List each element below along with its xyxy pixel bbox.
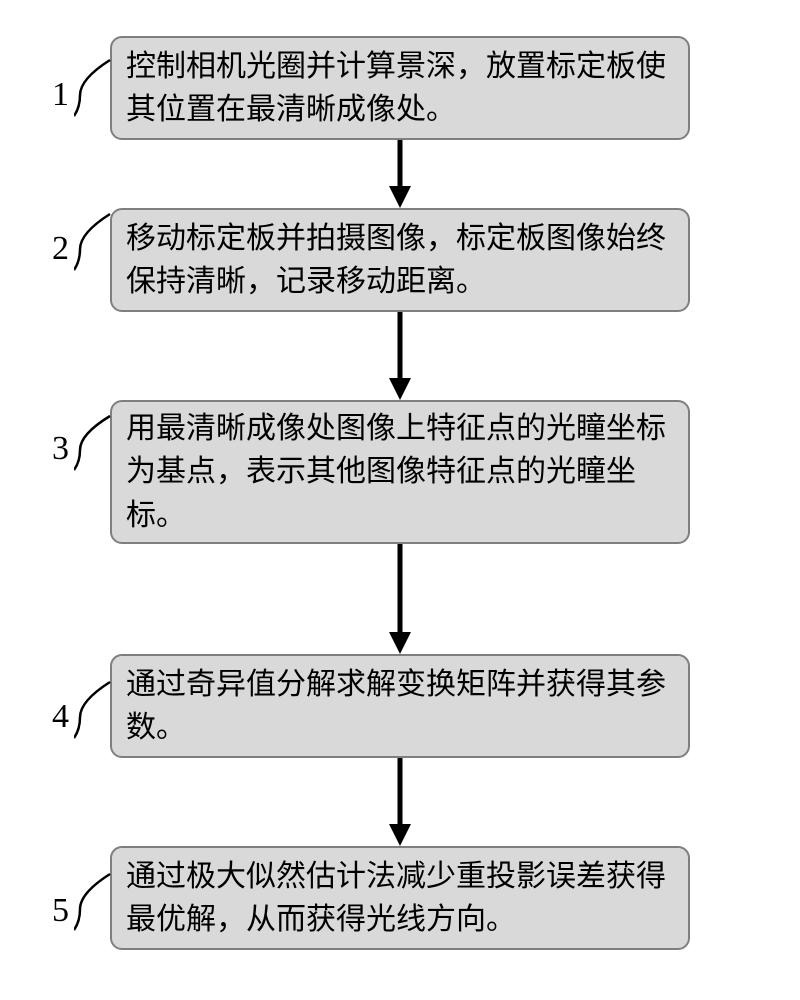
flow-node-n4: 通过奇异值分解求解变换矩阵并获得其参数。 — [110, 654, 690, 758]
label-connector — [74, 212, 114, 272]
node-label-n3: 3 — [52, 430, 69, 468]
node-label-n4: 4 — [52, 698, 69, 736]
arrow-n1-n2 — [110, 140, 690, 208]
node-text: 控制相机光圈并计算景深，放置标定板使其位置在最清晰成像处。 — [126, 45, 674, 132]
flow-node-n1: 控制相机光圈并计算景深，放置标定板使其位置在最清晰成像处。 — [110, 36, 690, 140]
arrow-n3-n4 — [110, 544, 690, 654]
node-text: 通过奇异值分解求解变换矩阵并获得其参数。 — [126, 663, 674, 750]
node-label-n1: 1 — [52, 76, 69, 114]
label-connector — [74, 58, 114, 118]
node-text: 通过极大似然估计法减少重投影误差获得最优解，从而获得光线方向。 — [126, 855, 674, 942]
node-label-n5: 5 — [52, 892, 69, 930]
node-label-n2: 2 — [52, 230, 69, 268]
flow-node-n3: 用最清晰成像处图像上特征点的光瞳坐标为基点，表示其他图像特征点的光瞳坐标。 — [110, 400, 690, 544]
arrow-n4-n5 — [110, 758, 690, 846]
flow-node-n5: 通过极大似然估计法减少重投影误差获得最优解，从而获得光线方向。 — [110, 846, 690, 950]
node-text: 移动标定板并拍摄图像，标定板图像始终保持清晰，记录移动距离。 — [126, 217, 674, 304]
label-connector — [74, 414, 114, 472]
flowchart-canvas: 控制相机光圈并计算景深，放置标定板使其位置在最清晰成像处。 1 移动标定板并拍摄图像… — [0, 0, 800, 1000]
node-text: 用最清晰成像处图像上特征点的光瞳坐标为基点，表示其他图像特征点的光瞳坐标。 — [126, 407, 674, 538]
label-connector — [74, 872, 114, 932]
label-connector — [74, 680, 114, 740]
flow-node-n2: 移动标定板并拍摄图像，标定板图像始终保持清晰，记录移动距离。 — [110, 208, 690, 312]
arrow-n2-n3 — [110, 312, 690, 400]
